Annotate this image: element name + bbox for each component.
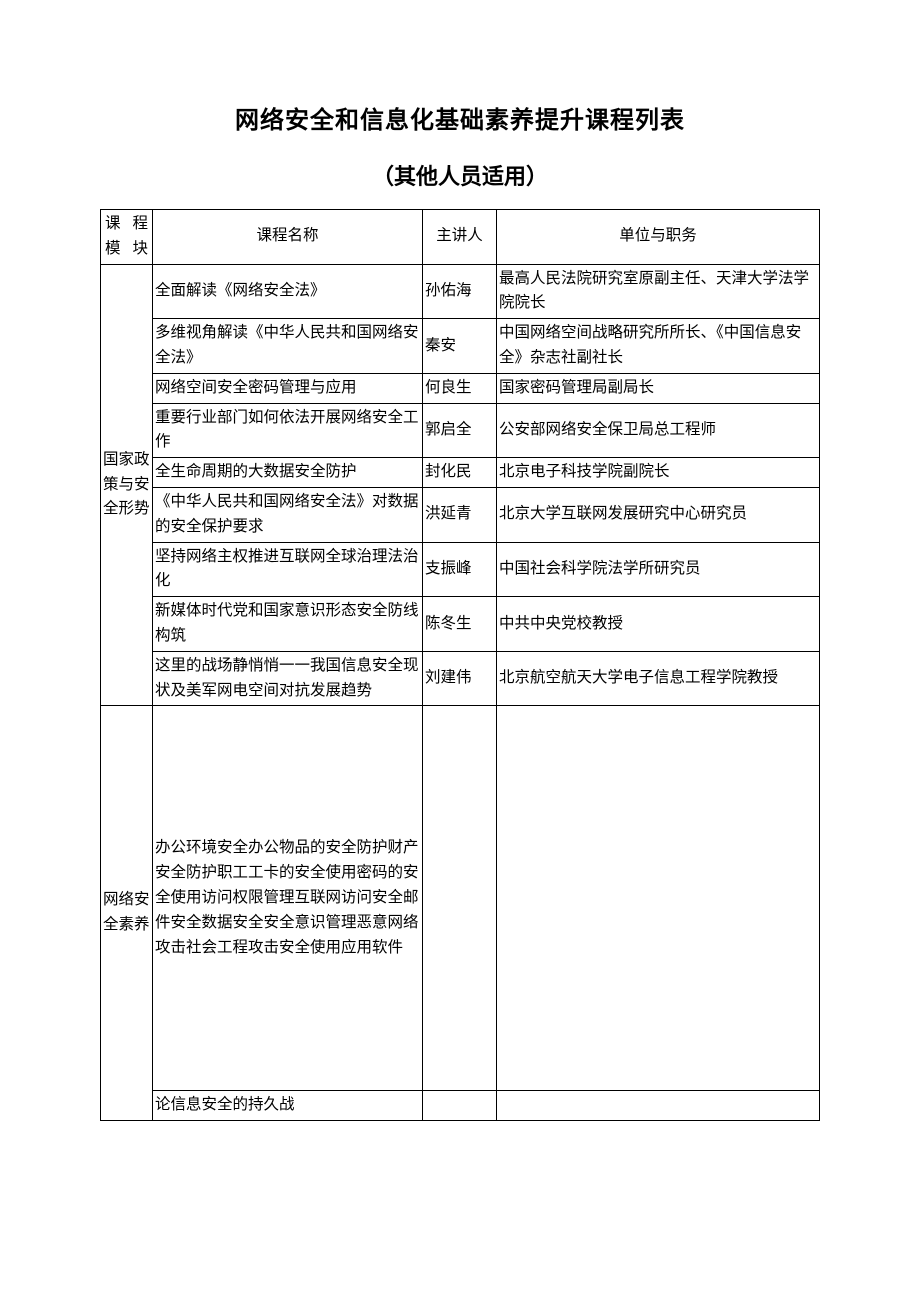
header-module: 课 程模块 xyxy=(101,210,153,265)
course-cell: 网络空间安全密码管理与应用 xyxy=(153,373,423,403)
position-cell: 中国社会科学院法学所研究员 xyxy=(497,542,820,597)
position-cell: 中共中央党校教授 xyxy=(497,597,820,652)
table-row: 网络空间安全密码管理与应用何良生国家密码管理局副局长 xyxy=(101,373,820,403)
speaker-cell: 洪延青 xyxy=(423,487,497,542)
table-row: 新媒体时代党和国家意识形态安全防线构筑陈冬生中共中央党校教授 xyxy=(101,597,820,652)
position-cell xyxy=(497,1091,820,1121)
table-row: 网络安全素养办公环境安全办公物品的安全防护财产安全防护职工工卡的安全使用密码的安… xyxy=(101,706,820,1091)
course-cell: 办公环境安全办公物品的安全防护财产安全防护职工工卡的安全使用密码的安全使用访问权… xyxy=(153,706,423,1091)
speaker-cell: 封化民 xyxy=(423,458,497,488)
table-row: 全生命周期的大数据安全防护封化民北京电子科技学院副院长 xyxy=(101,458,820,488)
header-position: 单位与职务 xyxy=(497,210,820,265)
position-cell: 北京大学互联网发展研究中心研究员 xyxy=(497,487,820,542)
position-cell: 国家密码管理局副局长 xyxy=(497,373,820,403)
table-row: 国家政策与安全形势全面解读《网络安全法》孙佑海最高人民法院研究室原副主任、天津大… xyxy=(101,264,820,319)
position-cell: 最高人民法院研究室原副主任、天津大学法学院院长 xyxy=(497,264,820,319)
speaker-cell xyxy=(423,1091,497,1121)
speaker-cell: 何良生 xyxy=(423,373,497,403)
document-page: 网络安全和信息化基础素养提升课程列表 （其他人员适用） 课 程模块 课程名称 主… xyxy=(0,0,920,1301)
speaker-cell: 郭启全 xyxy=(423,403,497,458)
speaker-cell: 支振峰 xyxy=(423,542,497,597)
speaker-cell: 陈冬生 xyxy=(423,597,497,652)
course-cell: 新媒体时代党和国家意识形态安全防线构筑 xyxy=(153,597,423,652)
course-cell: 全生命周期的大数据安全防护 xyxy=(153,458,423,488)
course-cell: 坚持网络主权推进互联网全球治理法治化 xyxy=(153,542,423,597)
document-subtitle: （其他人员适用） xyxy=(100,159,820,191)
module-cell: 国家政策与安全形势 xyxy=(101,264,153,706)
speaker-cell: 秦安 xyxy=(423,319,497,374)
table-row: 多维视角解读《中华人民共和国网络安全法》秦安中国网络空间战略研究所所长、《中国信… xyxy=(101,319,820,374)
table-body: 国家政策与安全形势全面解读《网络安全法》孙佑海最高人民法院研究室原副主任、天津大… xyxy=(101,264,820,1121)
table-header-row: 课 程模块 课程名称 主讲人 单位与职务 xyxy=(101,210,820,265)
table-row: 《中华人民共和国网络安全法》对数据的安全保护要求洪延青北京大学互联网发展研究中心… xyxy=(101,487,820,542)
position-cell: 北京航空航天大学电子信息工程学院教授 xyxy=(497,651,820,706)
position-cell: 公安部网络安全保卫局总工程师 xyxy=(497,403,820,458)
speaker-cell: 孙佑海 xyxy=(423,264,497,319)
document-title: 网络安全和信息化基础素养提升课程列表 xyxy=(100,100,820,135)
table-row: 重要行业部门如何依法开展网络安全工作郭启全公安部网络安全保卫局总工程师 xyxy=(101,403,820,458)
speaker-cell xyxy=(423,706,497,1091)
course-cell: 《中华人民共和国网络安全法》对数据的安全保护要求 xyxy=(153,487,423,542)
position-cell: 中国网络空间战略研究所所长、《中国信息安全》杂志社副社长 xyxy=(497,319,820,374)
header-course: 课程名称 xyxy=(153,210,423,265)
position-cell: 北京电子科技学院副院长 xyxy=(497,458,820,488)
module-cell: 网络安全素养 xyxy=(101,706,153,1121)
course-cell: 这里的战场静悄悄一一我国信息安全现状及美军网电空间对抗发展趋势 xyxy=(153,651,423,706)
course-cell: 全面解读《网络安全法》 xyxy=(153,264,423,319)
header-speaker: 主讲人 xyxy=(423,210,497,265)
course-table: 课 程模块 课程名称 主讲人 单位与职务 国家政策与安全形势全面解读《网络安全法… xyxy=(100,209,820,1121)
course-cell: 论信息安全的持久战 xyxy=(153,1091,423,1121)
table-row: 论信息安全的持久战 xyxy=(101,1091,820,1121)
speaker-cell: 刘建伟 xyxy=(423,651,497,706)
table-row: 坚持网络主权推进互联网全球治理法治化支振峰中国社会科学院法学所研究员 xyxy=(101,542,820,597)
table-row: 这里的战场静悄悄一一我国信息安全现状及美军网电空间对抗发展趋势刘建伟北京航空航天… xyxy=(101,651,820,706)
course-cell: 多维视角解读《中华人民共和国网络安全法》 xyxy=(153,319,423,374)
course-cell: 重要行业部门如何依法开展网络安全工作 xyxy=(153,403,423,458)
position-cell xyxy=(497,706,820,1091)
